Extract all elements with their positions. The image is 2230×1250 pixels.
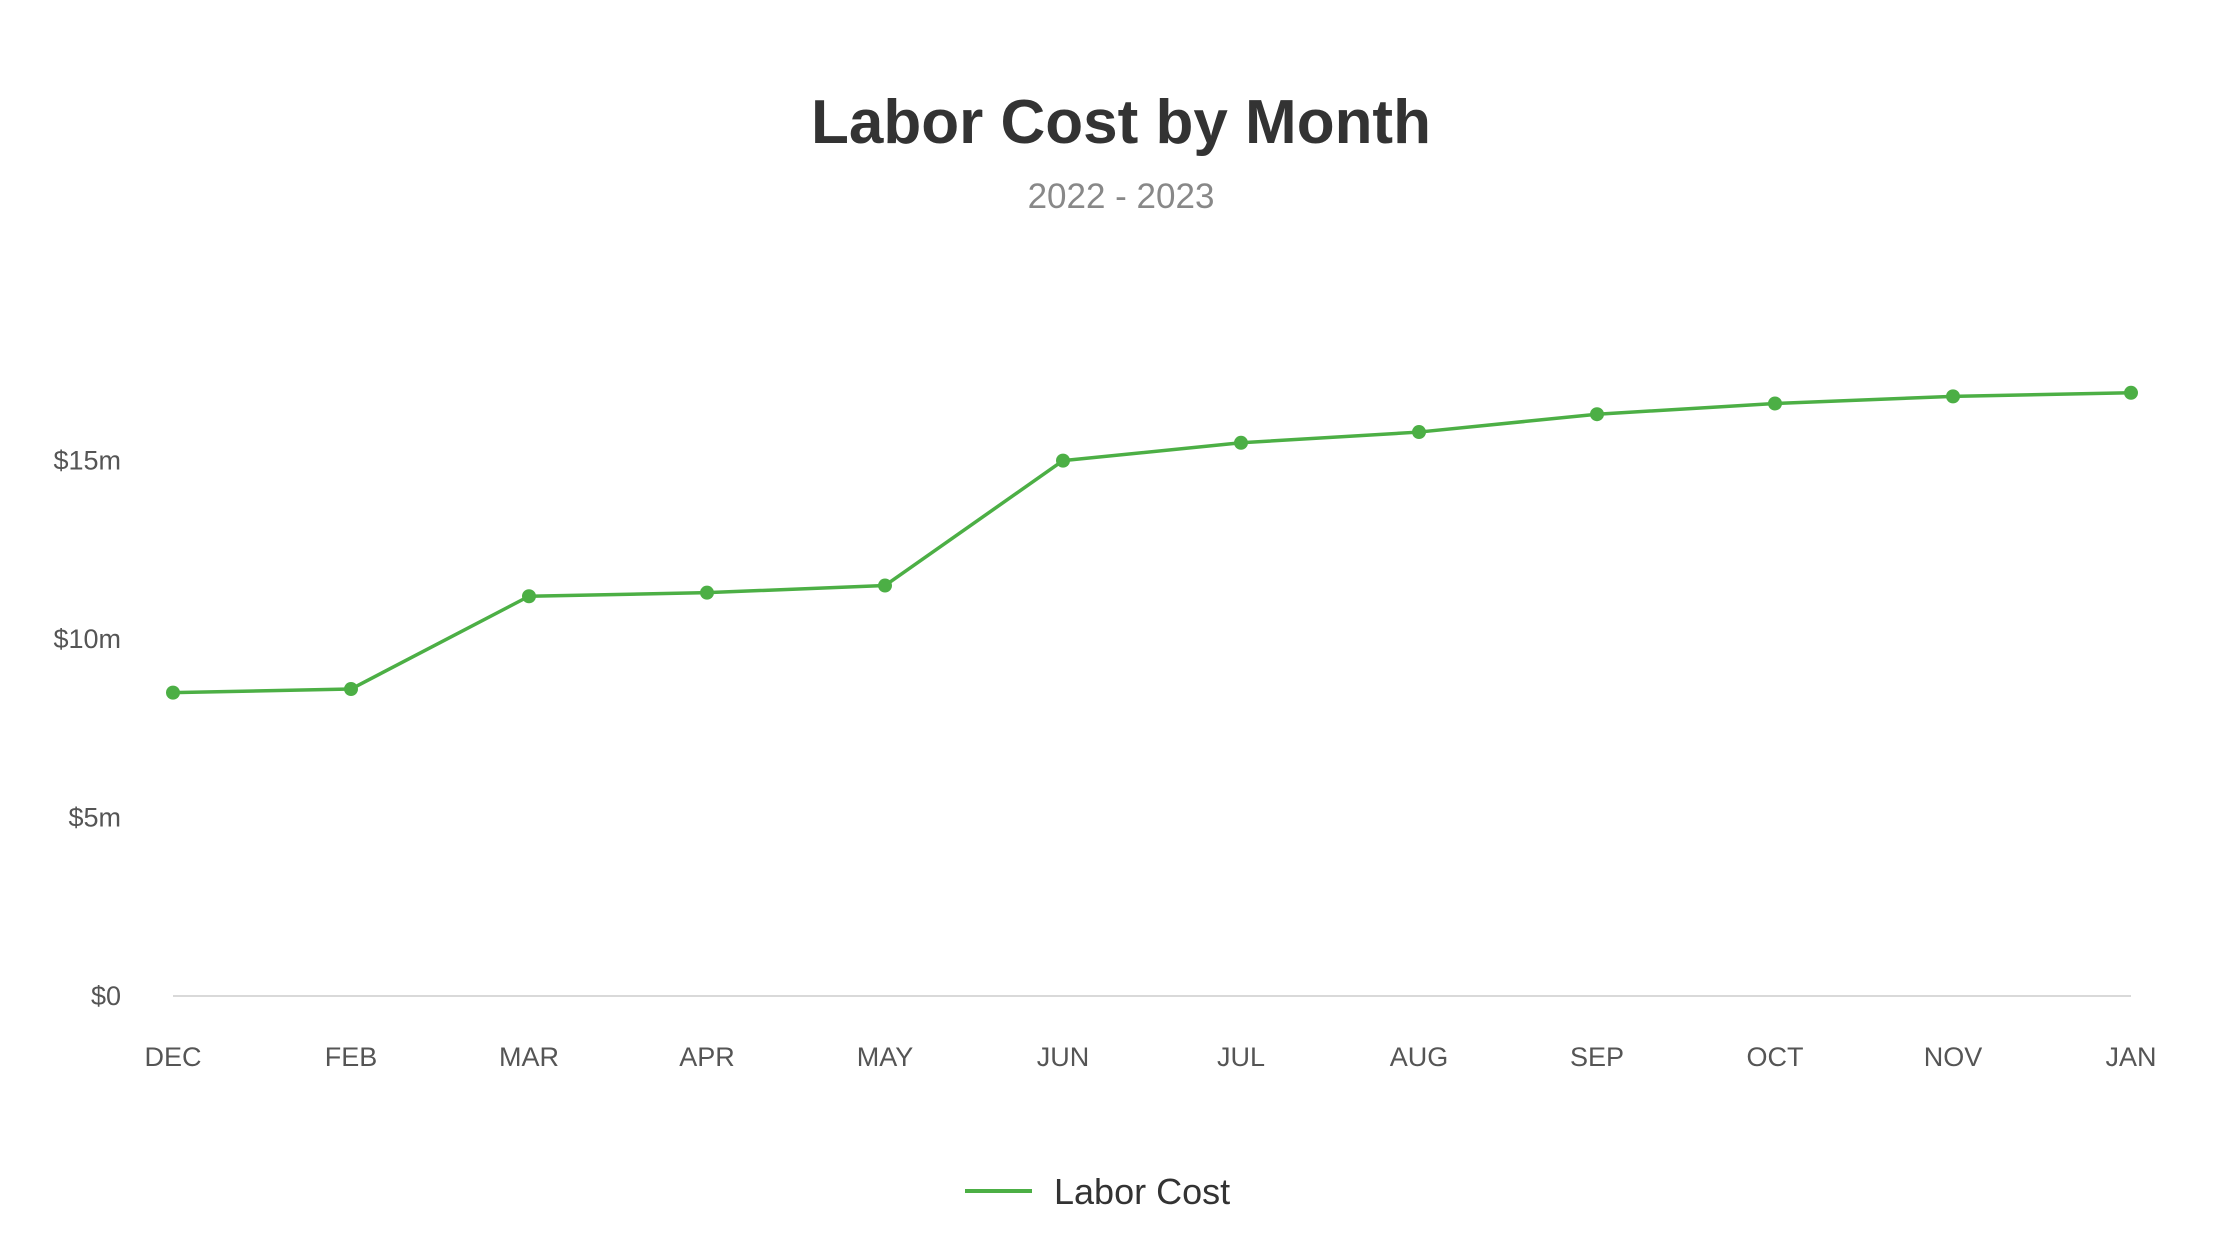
x-tick-label: FEB: [325, 1042, 378, 1072]
data-point[interactable]: [344, 682, 358, 697]
data-point[interactable]: [1946, 389, 1960, 404]
x-tick-label: MAY: [857, 1042, 914, 1072]
legend-label[interactable]: Labor Cost: [1054, 1171, 1230, 1212]
series-line: [171, 391, 2133, 695]
y-tick-label: $10m: [53, 624, 121, 654]
data-point[interactable]: [700, 585, 714, 600]
x-tick-label: OCT: [1747, 1042, 1804, 1072]
data-point[interactable]: [1056, 453, 1070, 468]
x-axis-ticks: DEC FEB MAR APR MAY JUN JUL AUG SEP OCT NOV JAN: [144, 1042, 2156, 1072]
x-tick-label: JUL: [1217, 1042, 1265, 1072]
data-point[interactable]: [1412, 425, 1426, 440]
x-tick-label: JAN: [2105, 1042, 2156, 1072]
data-point[interactable]: [2124, 385, 2138, 400]
x-tick-label: AUG: [1390, 1042, 1449, 1072]
y-tick-label: $15m: [53, 446, 121, 476]
series-group: [166, 385, 2138, 700]
x-tick-label: SEP: [1570, 1042, 1624, 1072]
data-point[interactable]: [1590, 407, 1604, 422]
data-point[interactable]: [1234, 435, 1248, 450]
data-point[interactable]: [522, 589, 536, 604]
data-point[interactable]: [878, 578, 892, 593]
chart-subtitle: 2022 - 2023: [1028, 177, 1215, 216]
data-point[interactable]: [1768, 396, 1782, 411]
chart-title: Labor Cost by Month: [811, 88, 1431, 157]
x-tick-label: NOV: [1924, 1042, 1983, 1072]
x-tick-label: MAR: [499, 1042, 559, 1072]
y-tick-label: $5m: [68, 803, 121, 833]
legend[interactable]: Labor Cost: [965, 1171, 1230, 1212]
y-axis-ticks: $0 $5m $10m $15m: [53, 446, 121, 1011]
x-tick-label: DEC: [144, 1042, 201, 1072]
y-tick-label: $0: [91, 981, 121, 1011]
x-tick-label: APR: [679, 1042, 735, 1072]
data-point[interactable]: [166, 685, 180, 700]
x-tick-label: JUN: [1037, 1042, 1090, 1072]
